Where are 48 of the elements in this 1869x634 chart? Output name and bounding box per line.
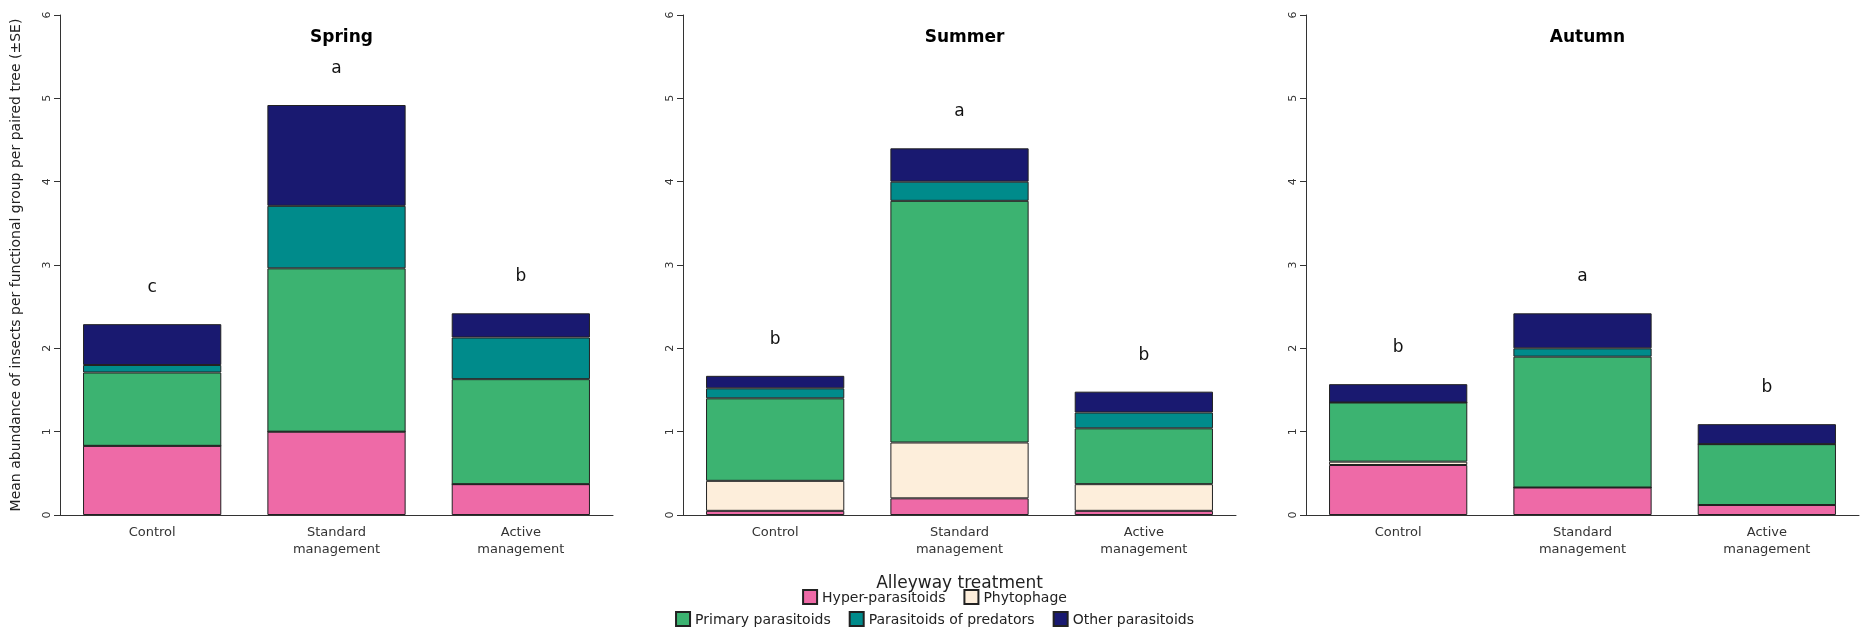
y-tick-label: 4: [40, 178, 53, 186]
annotation: b: [1761, 376, 1773, 397]
annotation: b: [1392, 336, 1404, 357]
y-tick-label: 1: [1286, 428, 1299, 436]
y-tick-label: 5: [663, 94, 676, 102]
text: Summer: [924, 25, 1005, 46]
x-tick-label: Control: [1374, 524, 1422, 539]
x-tick-label: Control: [751, 524, 799, 539]
annotation: a: [1577, 265, 1588, 286]
y-tick-label: 2: [40, 344, 53, 352]
y-tick-label: 2: [1286, 344, 1299, 352]
text: Autumn: [1549, 25, 1626, 46]
y-tick-label: 4: [1286, 178, 1299, 186]
x-tick-label: Active management: [1723, 524, 1811, 556]
text: Spring: [310, 25, 373, 46]
annotation: c: [147, 276, 157, 297]
y-tick-label: 0: [1286, 511, 1299, 519]
annotation: b: [515, 265, 527, 286]
y-tick-label: 3: [663, 261, 676, 269]
x-tick-label: Active management: [1100, 524, 1188, 556]
y-tick-label: 3: [40, 261, 53, 269]
x-tick-label: Standard management: [292, 524, 381, 556]
y-tick-label: 5: [1286, 94, 1299, 102]
legend-label: Parasitoids of predators: [868, 611, 1035, 627]
x-tick-label: Control: [128, 524, 176, 539]
x-axis-title: Alleyway treatment: [876, 571, 1044, 592]
y-tick-label: 0: [663, 511, 676, 519]
legend-label: Phytophage: [983, 589, 1067, 605]
x-tick-label: Standard management: [1538, 524, 1627, 556]
y-tick-label: 0: [40, 511, 53, 519]
y-tick-label: 1: [40, 428, 53, 436]
y-tick-label: 6: [1286, 11, 1299, 19]
legend-label: Other parasitoids: [1072, 611, 1194, 627]
y-tick-label: 1: [663, 428, 676, 436]
annotation: a: [954, 100, 965, 121]
y-tick-label: 3: [1286, 261, 1299, 269]
y-tick-label: 6: [40, 11, 53, 19]
y-tick-label: 2: [663, 344, 676, 352]
y-tick-label: 6: [663, 11, 676, 19]
x-tick-label: Standard management: [915, 524, 1004, 556]
x-tick-label: Active management: [477, 524, 565, 556]
annotation: b: [769, 327, 781, 348]
legend-label: Primary parasitoids: [695, 611, 831, 627]
annotation: b: [1138, 343, 1150, 364]
y-axis-title: Mean abundance of insects per functional group per paired tree (±SE): [7, 18, 23, 512]
y-tick-label: 5: [40, 94, 53, 102]
annotation: a: [331, 57, 342, 77]
y-tick-label: 4: [663, 178, 676, 186]
